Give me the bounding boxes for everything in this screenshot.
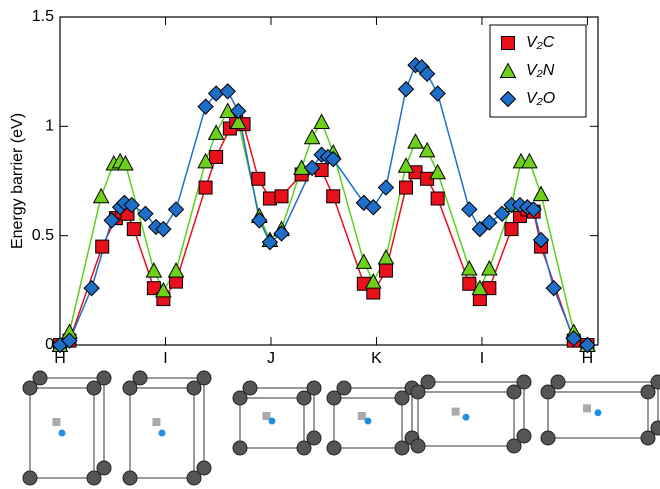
marker: [400, 181, 413, 194]
marker: [210, 150, 223, 163]
struct-atom: [243, 381, 257, 395]
marker: [314, 114, 329, 128]
marker: [220, 84, 235, 99]
marker: [534, 187, 549, 201]
y-tick-label: 1.5: [32, 8, 54, 25]
struct-atom: [651, 421, 660, 435]
marker: [379, 264, 392, 277]
marker: [399, 158, 414, 172]
marker: [209, 86, 224, 101]
marker: [198, 99, 213, 114]
struct-ion: [595, 409, 602, 416]
marker: [252, 172, 265, 185]
struct-ion: [159, 430, 166, 437]
struct-atom: [23, 471, 37, 485]
marker: [505, 223, 518, 236]
struct-atom: [337, 381, 351, 395]
struct-atom: [517, 429, 531, 443]
struct-ion: [365, 418, 372, 425]
x-tick-label: J: [267, 350, 275, 367]
struct-atom: [411, 439, 425, 453]
marker: [199, 181, 212, 194]
marker: [275, 190, 288, 203]
struct-atom: [123, 471, 137, 485]
structure-images: [23, 371, 660, 485]
struct-atom: [541, 431, 555, 445]
marker: [146, 263, 161, 277]
legend-label: V₂O: [526, 90, 555, 107]
marker: [431, 192, 444, 205]
struct-site: [358, 412, 366, 420]
marker: [94, 189, 109, 203]
struct-atom: [33, 371, 47, 385]
struct-site: [262, 412, 270, 420]
struct-atom: [197, 461, 211, 475]
y-tick-label: 0.5: [32, 227, 54, 244]
struct-ion: [59, 430, 66, 437]
struct-atom: [97, 371, 111, 385]
x-tick-label: I: [163, 350, 167, 367]
marker: [305, 130, 320, 144]
struct-site: [583, 404, 591, 412]
x-tick-label: K: [371, 350, 382, 367]
chart: Energy barrier (eV) 00.511.5HIJKIHV₂CV₂N…: [0, 0, 660, 489]
y-tick-label: 1: [45, 118, 54, 135]
struct-atom: [421, 375, 435, 389]
marker: [462, 202, 477, 217]
struct-atom: [307, 431, 321, 445]
marker: [378, 250, 393, 264]
marker: [378, 180, 393, 195]
marker: [127, 223, 140, 236]
marker: [408, 134, 423, 148]
marker: [262, 235, 277, 250]
marker: [252, 213, 267, 228]
struct-atom: [307, 381, 321, 395]
marker: [430, 86, 445, 101]
marker: [274, 226, 289, 241]
legend-label: V₂N: [526, 62, 555, 79]
struct-ion: [269, 418, 276, 425]
marker: [430, 165, 445, 179]
struct-site: [52, 418, 60, 426]
marker: [482, 261, 497, 275]
struct-ion: [463, 414, 470, 421]
struct-atom: [551, 375, 565, 389]
legend-label: V₂C: [526, 34, 555, 51]
y-axis-label: Energy barrier (eV): [9, 113, 26, 249]
marker: [327, 190, 340, 203]
marker: [463, 277, 476, 290]
marker: [399, 82, 414, 97]
struct-atom: [133, 371, 147, 385]
x-tick-label: I: [480, 350, 484, 367]
struct-site: [152, 418, 160, 426]
struct-atom: [197, 371, 211, 385]
struct-atom: [651, 375, 660, 389]
struct-atom: [327, 441, 341, 455]
marker: [546, 281, 561, 296]
legend-marker: [502, 37, 515, 50]
marker: [96, 240, 109, 253]
struct-atom: [233, 441, 247, 455]
marker: [356, 254, 371, 268]
struct-atom: [517, 375, 531, 389]
struct-atom: [97, 461, 111, 475]
marker: [263, 192, 276, 205]
struct-site: [452, 408, 460, 416]
marker: [169, 202, 184, 217]
marker: [209, 125, 224, 139]
